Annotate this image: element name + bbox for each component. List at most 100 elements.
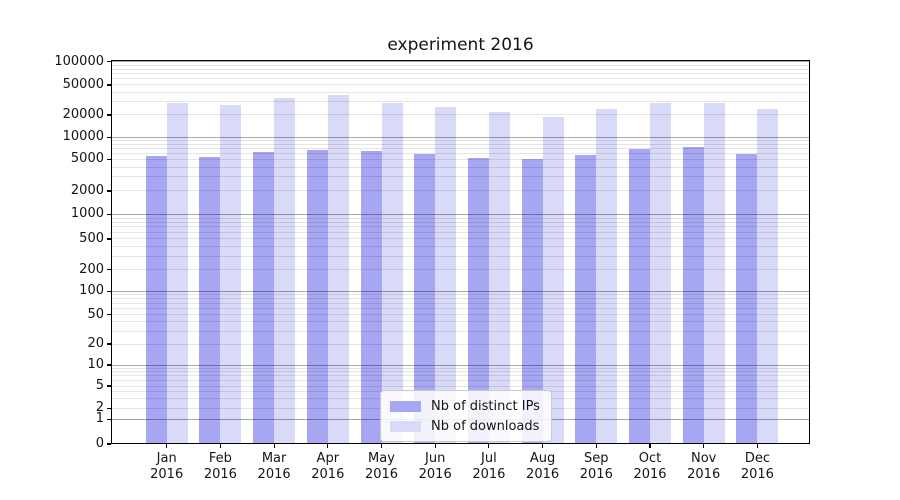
legend-row: Nb of distinct IPs [390, 396, 540, 416]
x-tick-mark [166, 444, 168, 448]
minor-gridline [111, 221, 810, 223]
y-tick-mark [107, 385, 111, 387]
y-tick-mark [107, 158, 111, 160]
legend-swatch [390, 400, 421, 412]
distinct-ips-bar [253, 152, 275, 444]
x-tick-label: Feb 2016 [204, 451, 237, 483]
x-tick-year: 2016 [633, 467, 667, 482]
downloads-bar [435, 107, 457, 444]
x-tick-mark [434, 444, 436, 448]
x-tick-label: Sep 2016 [580, 451, 613, 483]
major-gridline [111, 364, 810, 366]
distinct-ips-bar [629, 149, 650, 444]
x-tick-label: Nov 2016 [687, 451, 720, 483]
minor-gridline [111, 231, 810, 233]
minor-gridline [111, 294, 810, 296]
minor-gridline [111, 379, 810, 381]
legend-row: Nb of downloads [390, 416, 540, 436]
plot-area [111, 60, 810, 444]
x-tick-mark [703, 444, 705, 448]
y-tick-label: 100 [79, 283, 104, 299]
y-tick-label: 200 [79, 261, 104, 277]
y-tick-label: 2 [95, 400, 104, 416]
minor-gridline [111, 314, 810, 316]
minor-gridline [111, 321, 810, 323]
x-tick-year: 2016 [740, 467, 774, 482]
minor-gridline [111, 255, 810, 257]
x-tick-year: 2016 [579, 467, 613, 482]
x-tick-label: Mar 2016 [258, 451, 291, 483]
y-tick-label: 20000 [62, 106, 104, 122]
x-tick-mark [649, 444, 651, 448]
minor-gridline [111, 371, 810, 373]
y-tick-mark [107, 418, 111, 420]
minor-gridline [111, 330, 810, 332]
legend: Nb of distinct IPs Nb of downloads [380, 390, 552, 442]
minor-gridline [111, 143, 810, 145]
downloads-bar [703, 102, 725, 444]
distinct-ips-bar [682, 146, 704, 444]
x-tick-mark [219, 444, 221, 448]
minor-gridline [111, 91, 810, 93]
legend-label: Nb of distinct IPs [431, 398, 540, 414]
x-tick-year: 2016 [150, 467, 184, 482]
x-tick-mark [380, 444, 383, 448]
x-tick-year: 2016 [257, 467, 291, 482]
downloads-bar [542, 117, 564, 444]
minor-gridline [111, 238, 810, 240]
y-tick-mark [107, 61, 111, 63]
y-tick-label: 0 [95, 436, 104, 451]
x-tick-label: Jan 2016 [150, 451, 183, 483]
x-tick-year: 2016 [364, 467, 399, 482]
downloads-bar [381, 102, 403, 444]
downloads-bar [757, 108, 779, 444]
x-tick-month: Nov [691, 451, 717, 466]
x-tick-year: 2016 [203, 467, 237, 482]
x-tick-label: Dec 2016 [741, 451, 774, 483]
minor-gridline [111, 68, 810, 70]
y-tick-label: 10000 [62, 129, 104, 145]
minor-gridline [111, 308, 810, 310]
downloads-bar [220, 105, 242, 444]
distinct-ips-bar [467, 158, 489, 444]
distinct-ips-bar [575, 155, 597, 444]
minor-gridline [111, 114, 810, 116]
y-tick-label: 5 [95, 378, 104, 394]
y-tick-mark [107, 84, 111, 86]
y-tick-label: 1 [95, 411, 104, 427]
y-tick-label: 10 [87, 357, 104, 372]
x-tick-mark [756, 444, 758, 448]
minor-gridline [111, 176, 810, 178]
x-tick-month: Apr [316, 451, 340, 466]
y-tick-mark [107, 213, 111, 215]
y-tick-label: 20 [87, 336, 104, 351]
minor-gridline [111, 190, 810, 192]
minor-gridline [111, 73, 810, 75]
x-tick-month: Oct [638, 451, 662, 466]
x-tick-year: 2016 [526, 467, 560, 482]
distinct-ips-bar [306, 150, 328, 444]
legend-swatch [390, 420, 421, 432]
distinct-ips-bar [145, 155, 167, 444]
y-tick-mark [107, 364, 111, 366]
y-tick-mark [107, 190, 111, 192]
downloads-bar [166, 102, 188, 444]
y-tick-label: 5000 [70, 151, 104, 167]
x-tick-year: 2016 [311, 467, 345, 482]
minor-gridline [111, 217, 810, 219]
minor-gridline [111, 78, 810, 80]
downloads-bar [327, 95, 349, 444]
x-tick-month: Jan [156, 451, 177, 466]
minor-gridline [111, 84, 810, 86]
y-tick-mark [107, 136, 111, 138]
y-tick-label: 1000 [70, 206, 104, 222]
y-tick-label: 500 [79, 230, 104, 246]
y-tick-label: 2000 [70, 182, 104, 198]
downloads-bar [650, 102, 671, 444]
major-gridline [111, 290, 810, 292]
major-gridline [111, 213, 810, 215]
x-tick-year: 2016 [418, 467, 452, 482]
downloads-bar [596, 109, 618, 444]
major-gridline [111, 61, 810, 63]
y-tick-mark [107, 314, 111, 316]
